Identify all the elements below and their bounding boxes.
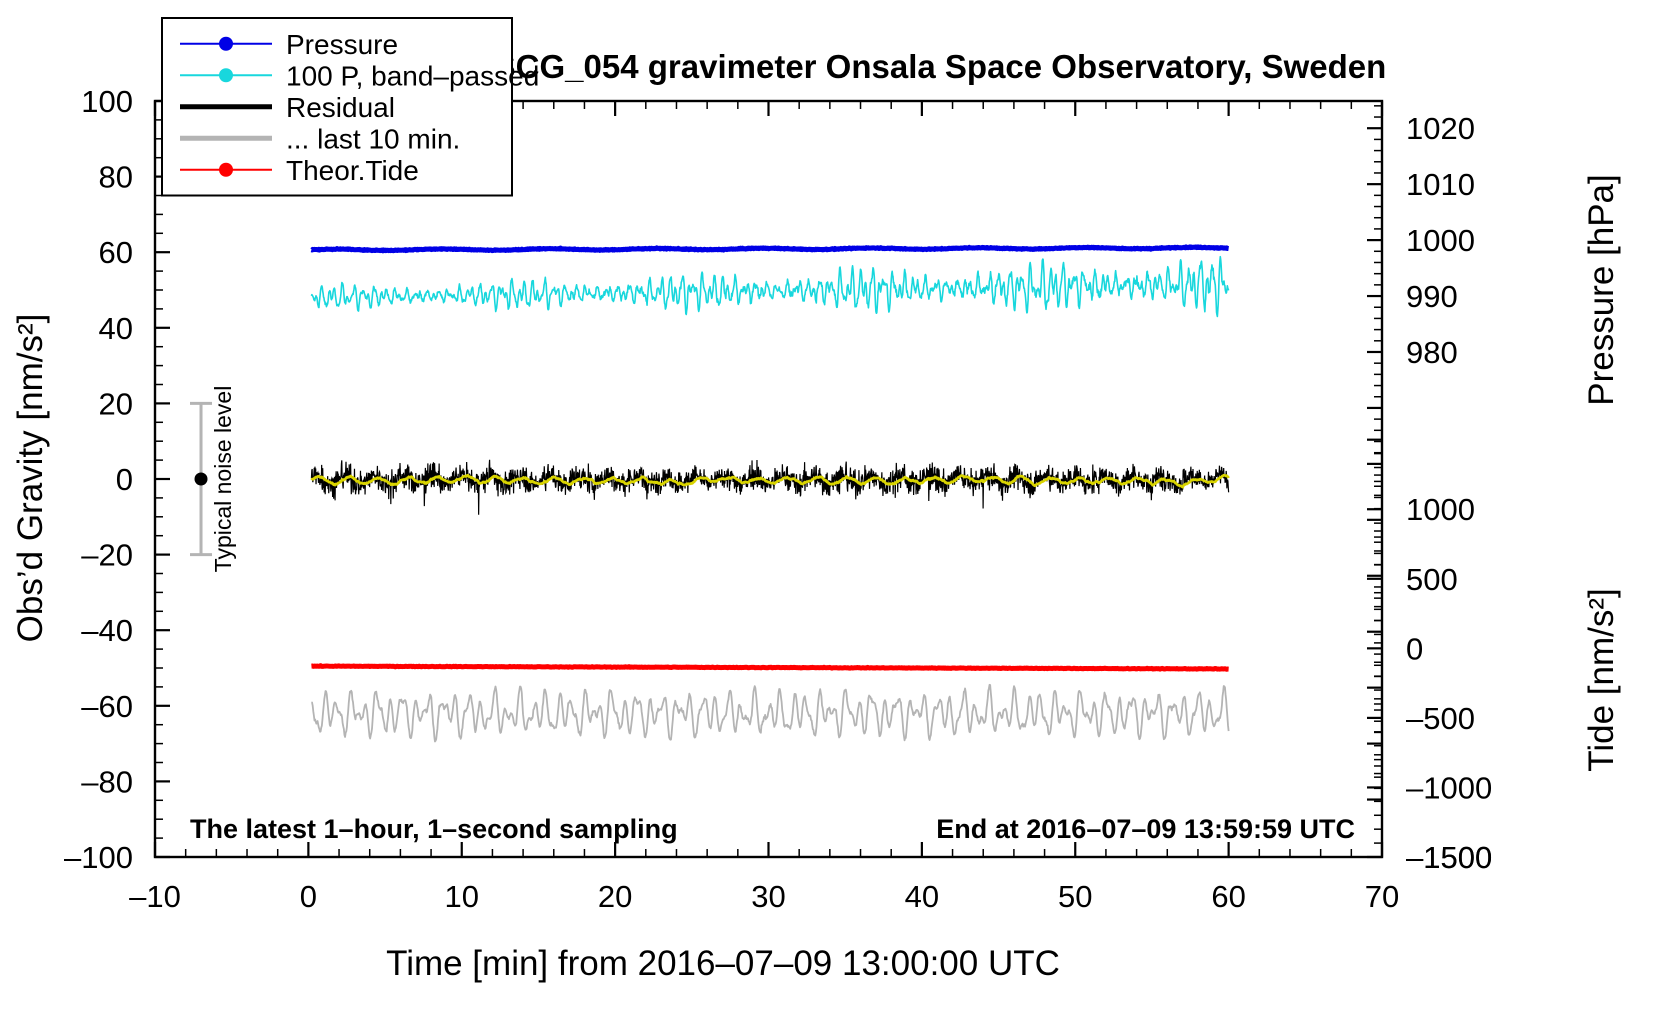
- x-axis-title: Time [min] from 2016–07–09 13:00:00 UTC: [386, 944, 1060, 983]
- legend-item[interactable]: ... last 10 min.: [180, 123, 460, 154]
- noise-level-label: Typical noise level: [210, 386, 236, 573]
- tide-tick-label: 1000: [1406, 492, 1475, 527]
- trace-theoretical-tide: [310, 663, 1230, 672]
- noise-center-dot: [194, 472, 208, 486]
- pressure-tick-label: 1010: [1406, 167, 1475, 202]
- legend-item-label: Pressure: [286, 29, 398, 60]
- legend-item[interactable]: Theor.Tide: [180, 155, 419, 186]
- x-axis-ticks: –10 0 10 20 30 40 50 60 70: [129, 101, 1399, 914]
- trace-last-10-min: [311, 683, 1230, 743]
- y-tick-label: 60: [99, 235, 133, 270]
- y-tick-label: 20: [99, 386, 133, 421]
- legend-item-label: 100 P, band–passed: [286, 60, 539, 91]
- y-tick-label: 40: [99, 311, 133, 346]
- pressure-tick-label: 980: [1406, 335, 1458, 370]
- y-tick-label: –60: [81, 689, 133, 724]
- pressure-tick-label: 990: [1406, 279, 1458, 314]
- tide-tick-label: 500: [1406, 562, 1458, 597]
- y-tick-label: –80: [81, 764, 133, 799]
- legend-item[interactable]: 100 P, band–passed: [180, 60, 539, 91]
- legend-item[interactable]: Pressure: [180, 29, 398, 60]
- end-time-note: End at 2016–07–09 13:59:59 UTC: [936, 814, 1355, 844]
- legend-item-label: ... last 10 min.: [286, 123, 460, 154]
- y-tick-label: –20: [81, 538, 133, 573]
- x-tick-label: 20: [598, 879, 632, 914]
- y-tick-label: 0: [116, 462, 133, 497]
- trace-pressure: [309, 244, 1231, 254]
- pressure-tick-label: 1020: [1406, 111, 1475, 146]
- sampling-note: The latest 1–hour, 1–second sampling: [190, 814, 678, 844]
- x-tick-label: 30: [751, 879, 785, 914]
- tide-tick-label: –1000: [1406, 770, 1492, 805]
- x-tick-label: 40: [905, 879, 939, 914]
- pressure-axis-ticks: 980 990 1000 1010 1020: [1367, 105, 1475, 801]
- x-tick-label: 50: [1058, 879, 1092, 914]
- legend-item-label: Residual: [286, 92, 395, 123]
- y-tick-label: 100: [81, 84, 133, 119]
- legend-item-label: Theor.Tide: [286, 155, 419, 186]
- legend-swatch-marker: [219, 36, 233, 51]
- data-traces: [309, 244, 1231, 743]
- tide-axis-title: Tide [nm/s²]: [1582, 588, 1621, 771]
- legend-swatch-marker: [219, 68, 233, 83]
- noise-level-marker: Typical noise level: [190, 386, 236, 573]
- tide-tick-label: –1500: [1406, 840, 1492, 875]
- trace-bandpassed-pressure: [310, 255, 1230, 318]
- y-tick-label: –100: [64, 840, 133, 875]
- trace-smoothed-residual: [310, 473, 1230, 489]
- x-tick-label: 10: [445, 879, 479, 914]
- x-tick-label: 70: [1365, 879, 1399, 914]
- x-tick-label: –10: [129, 879, 181, 914]
- tide-tick-label: –500: [1406, 701, 1475, 736]
- tide-tick-label: –1500: [1406, 840, 1492, 875]
- tide-tick-label: 0: [1406, 631, 1423, 666]
- y-axis-title: Obs’d Gravity [nm/s²]: [11, 314, 50, 643]
- legend-item[interactable]: Residual: [180, 92, 395, 123]
- pressure-axis-title: Pressure [hPa]: [1582, 174, 1621, 406]
- pressure-tick-label: 1000: [1406, 223, 1475, 258]
- y-tick-label: –40: [81, 613, 133, 648]
- x-tick-label: 0: [300, 879, 317, 914]
- legend-swatch-marker: [219, 162, 233, 177]
- x-tick-label: 60: [1211, 879, 1245, 914]
- page-title: SCG_054 gravimeter Onsala Space Observat…: [494, 48, 1387, 85]
- y-tick-label: 80: [99, 160, 133, 195]
